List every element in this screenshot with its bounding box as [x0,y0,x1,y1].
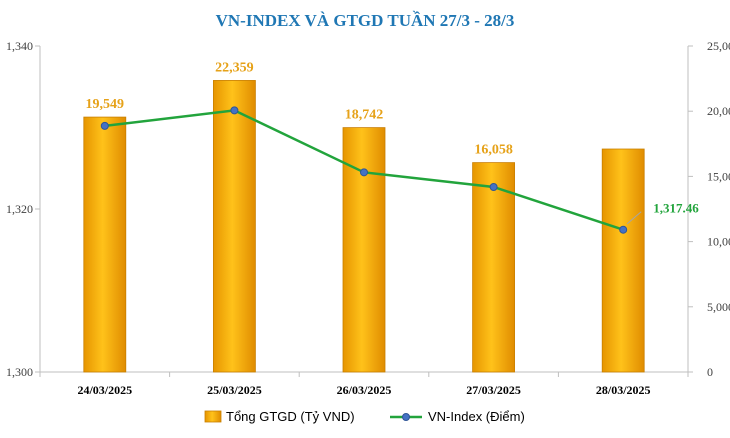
left-tick-label: 1,340 [6,39,33,53]
left-tick-label: 1,320 [6,202,33,216]
axes: 1,300 1,320 1,340 0 5,000 10,000 15,000 20,000 2… [6,39,730,397]
legend-line-label: VN-Index (Điểm) [428,409,525,424]
line-series [100,106,628,234]
right-tick-label: 0 [707,365,713,379]
line-label-leader [626,211,642,225]
bar-value-label: 16,058 [474,143,513,158]
bar-value-label: 22,359 [215,60,254,75]
legend-bar-swatch [204,410,222,423]
right-tick-label: 25,000 [707,39,730,53]
x-tick-label: 27/03/2025 [466,383,521,397]
line-value-label: 1,317.46 [653,201,699,216]
left-tick-label: 1,300 [6,365,33,379]
x-tick-label: 25/03/2025 [207,383,262,397]
bar-gtgd [472,162,516,373]
bar-gtgd [212,80,256,373]
right-tick-label: 10,000 [707,235,730,249]
x-tick-label: 24/03/2025 [77,383,132,397]
vn-index-point [230,106,239,115]
bar-value-label: 19,549 [86,97,125,112]
legend: Tổng GTGD (Tỷ VND) VN-Index (Điểm) [204,409,525,424]
vn-index-point [619,225,628,234]
vn-index-point [489,182,498,191]
legend-line-marker [402,413,410,421]
right-tick-label: 20,000 [707,104,730,118]
chart-title: VN-INDEX VÀ GTGD TUẦN 27/3 - 28/3 [216,11,515,30]
bar-series [83,80,645,373]
x-tick-label: 28/03/2025 [596,383,651,397]
bar-value-label: 18,742 [345,108,384,123]
x-tick-label: 26/03/2025 [337,383,392,397]
right-tick-label: 5,000 [707,300,730,314]
right-tick-label: 15,000 [707,169,730,183]
legend-bar-label: Tổng GTGD (Tỷ VND) [226,409,355,424]
bar-gtgd [601,148,645,373]
vn-index-point [100,121,109,130]
data-labels: 19,549 22,359 18,742 16,058 1,317.46 [86,60,699,225]
bar-gtgd [83,116,127,373]
vn-index-point [360,168,368,177]
